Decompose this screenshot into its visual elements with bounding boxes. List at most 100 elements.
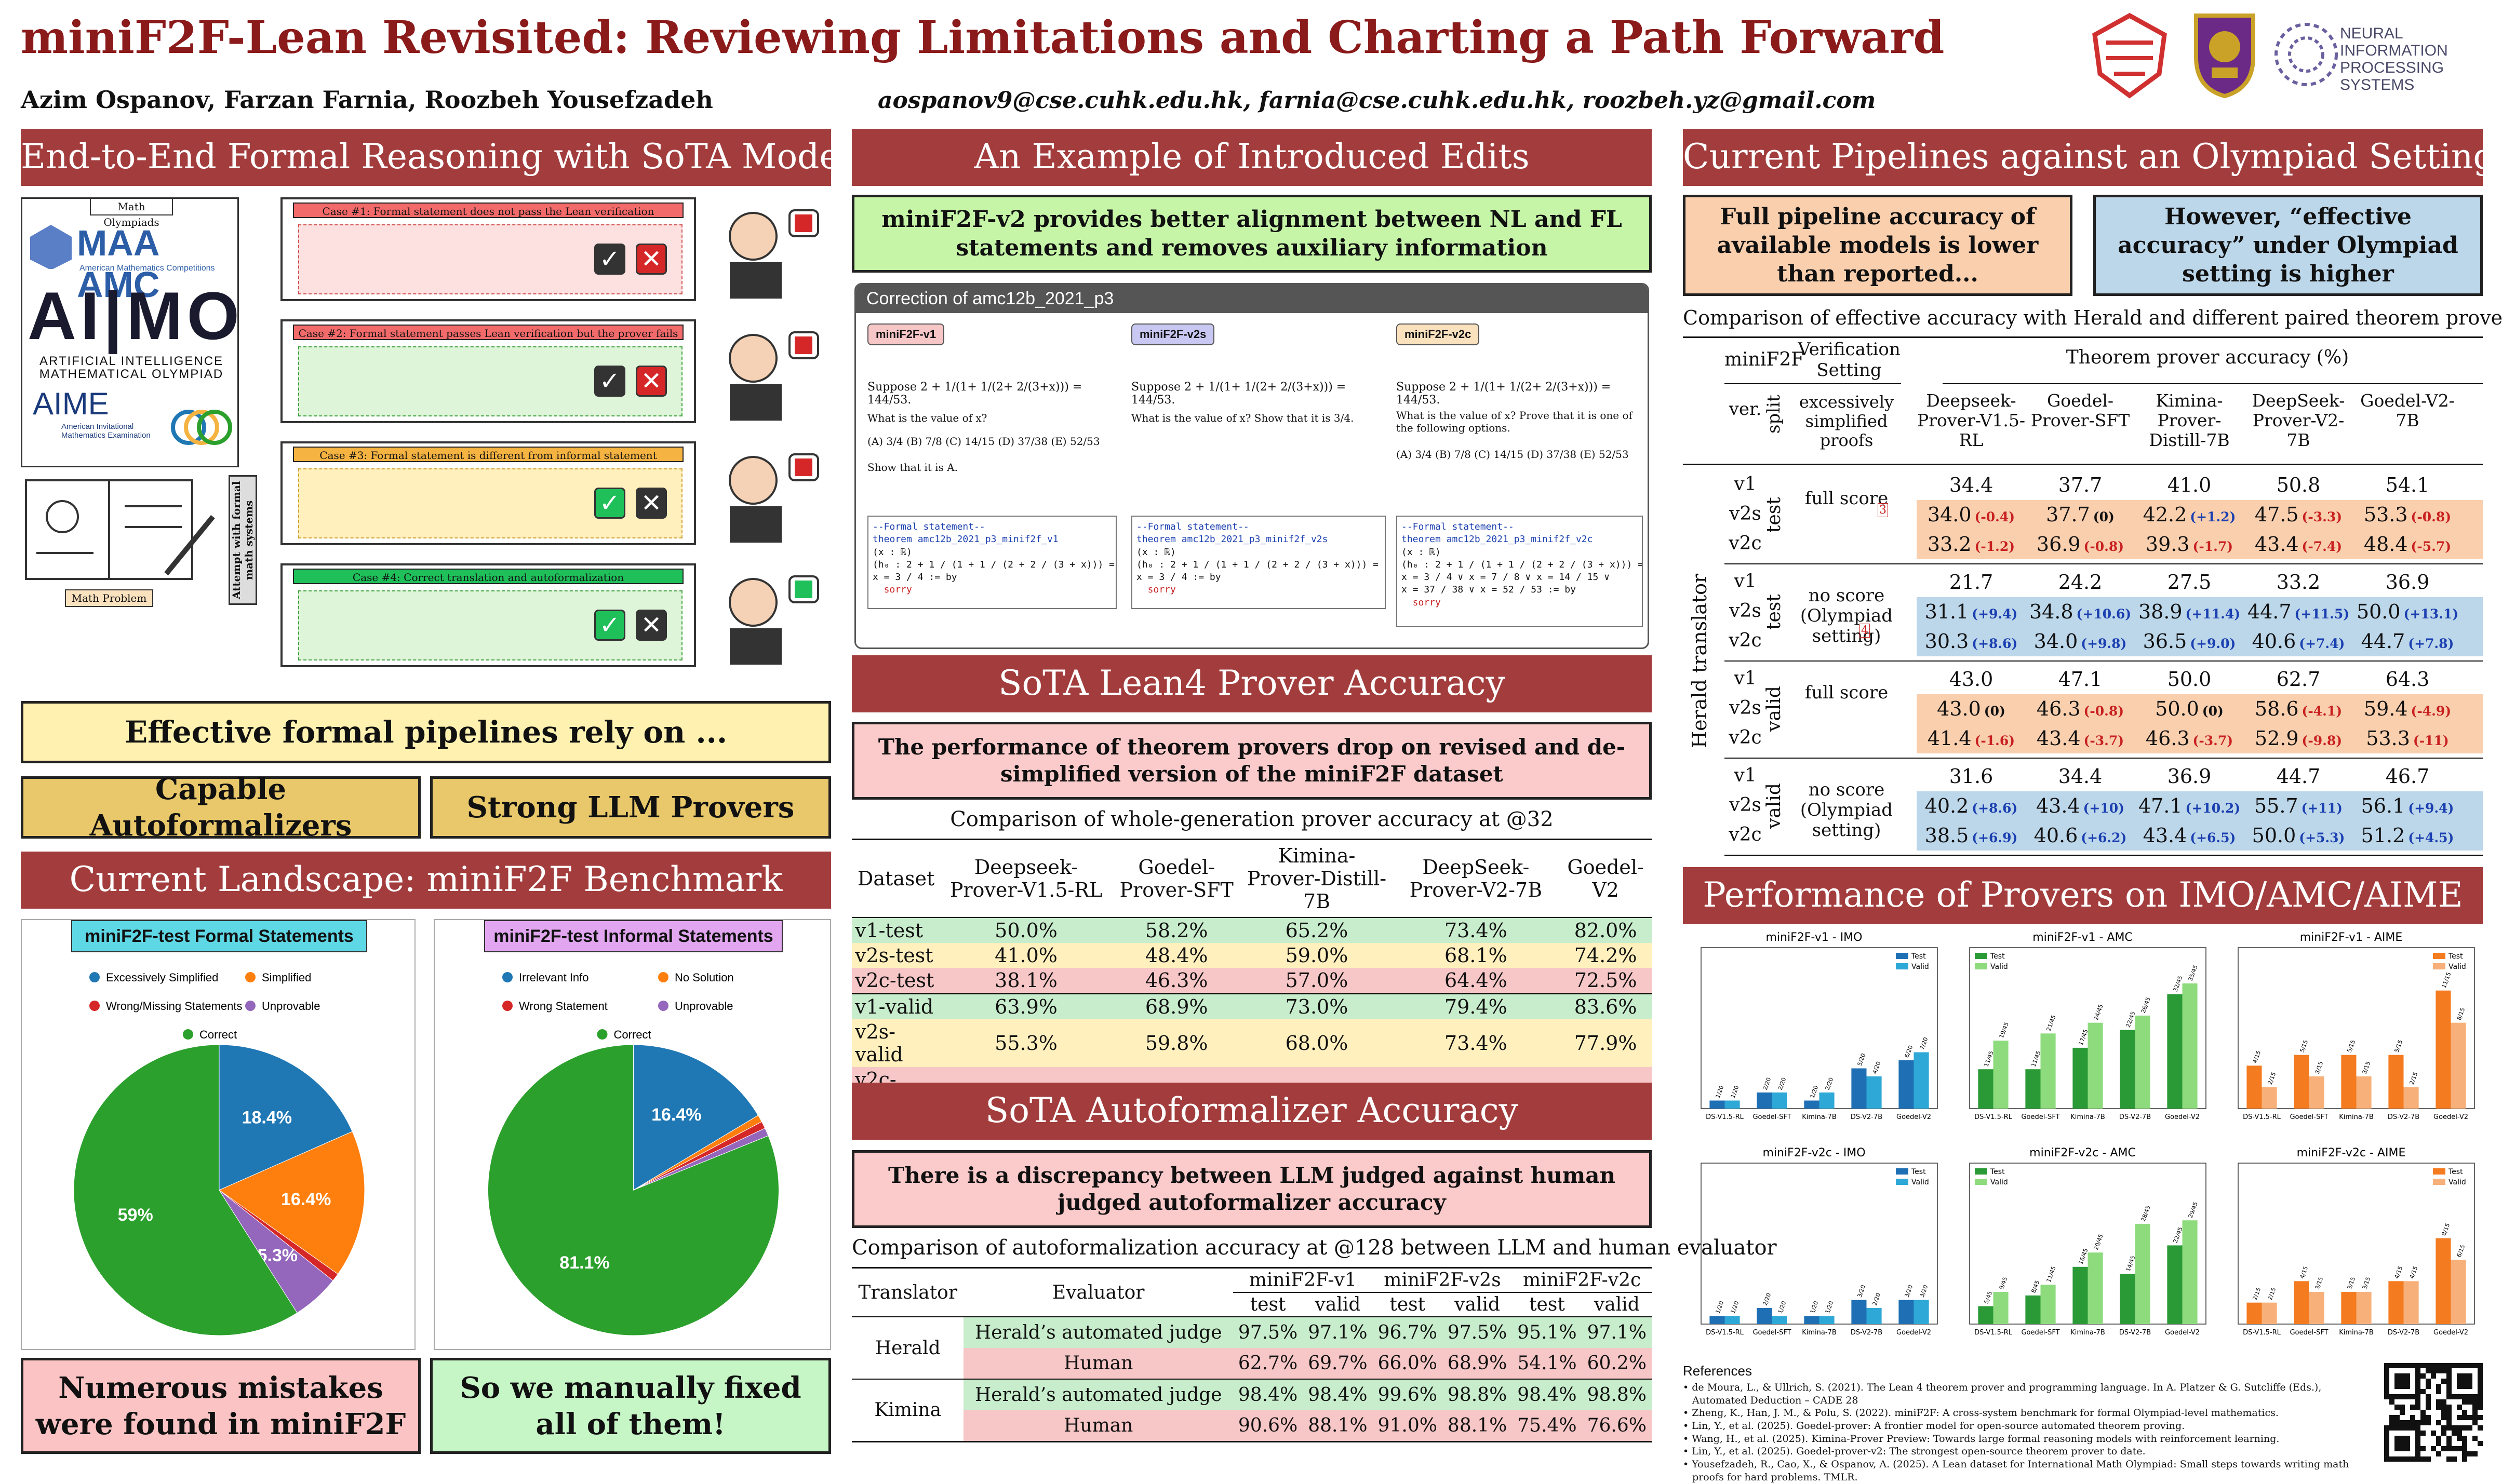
tick-label: Kimina-7B: [2339, 1329, 2374, 1337]
delta-value: (+9.8): [2081, 636, 2127, 651]
authors: Azim Ospanov, Farzan Farnia, Roozbeh You…: [21, 86, 713, 114]
accuracy-cell: 53.3 (-11): [2353, 727, 2462, 750]
accuracy-cell: 47.5 (-3.3): [2244, 503, 2353, 526]
accuracy-cell: 43.4 (+6.5): [2135, 824, 2244, 847]
bar-chart: miniF2F-v1 - AMC11/4519/45DS-V1.5-RL11/4…: [1969, 931, 2206, 1121]
pie-label: 16.4%: [651, 1105, 701, 1125]
tick-label: Goedel-V2: [2165, 1329, 2200, 1337]
autoformalizer-discrepancy-box: There is a discrepancy between LLM judge…: [852, 1150, 1652, 1228]
bar: [2309, 1292, 2324, 1324]
legend-label: Test: [1990, 952, 2005, 961]
section-heading-autoformalizer: SoTA Autoformalizer Accuracy: [852, 1083, 1652, 1140]
bar-label: 5/15: [2299, 1039, 2310, 1054]
amc-logo-icon: [30, 225, 72, 269]
accuracy-value: 36.9: [2385, 571, 2430, 593]
v2-alignment-box: miniF2F-v2 provides better alignment bet…: [852, 195, 1652, 273]
header-cell: miniF2F-v2c: [1512, 1267, 1652, 1293]
legend-label: Test: [1911, 1168, 1926, 1176]
header-cell: test: [1250, 1294, 1286, 1315]
bar-label: 1/20: [1730, 1300, 1741, 1315]
accuracy-cell: 38.9 (+11.4): [2135, 600, 2244, 623]
legend-marker: [502, 972, 513, 982]
accuracy-value: 51.2: [2361, 824, 2405, 847]
tick-label: DS-V2-7B: [2119, 1113, 2151, 1121]
bar-label: 6/15: [2456, 1244, 2467, 1258]
question-v2s: What is the value of x? Show that it is …: [1131, 412, 1354, 424]
accuracy-cell: 36.9: [2135, 765, 2244, 788]
section-heading-pipelines: Current Pipelines against an Olympiad Se…: [1683, 129, 2483, 186]
bar-label: 4/15: [2252, 1050, 2263, 1064]
example-col-v2s: miniF2F-v2s Suppose 2 + 1/(1+ 1/(2+ 2/(3…: [1131, 323, 1386, 645]
accuracy-cell: 34.0 (-0.4): [1917, 503, 2026, 526]
setting-cell: full score: [1804, 682, 1889, 703]
footnote-marker: 4: [1859, 624, 1870, 638]
bar-label: 21/45: [2045, 1014, 2057, 1032]
delta-value: (+11.4): [2185, 606, 2241, 622]
delta-value: (+5.3): [2299, 830, 2345, 845]
table-row: v2s-test 41.0% 48.4% 59.0% 68.1% 74.2%: [852, 942, 1652, 968]
table-cell: v2s-test: [855, 943, 933, 967]
accuracy-cell: 39.3 (-1.7): [2135, 533, 2244, 556]
bar: [2072, 1047, 2088, 1109]
accuracy-value: 43.0: [1949, 668, 1993, 691]
delta-value: (+11.5): [2294, 606, 2350, 622]
delta-value: (-0.8): [2083, 539, 2124, 554]
accuracy-cell: 52.9 (-9.8): [2244, 727, 2353, 750]
bar-chart: miniF2F-v2c - AMC 5/45 9/45 DS-V1.5-RL 8/45 1…: [1969, 1146, 2206, 1337]
delta-value: (-5.7): [2411, 539, 2452, 554]
table-cell: 83.6%: [1574, 995, 1637, 1018]
accuracy-cell: 43.4 (-7.4): [2244, 533, 2353, 556]
delta-value: (-11): [2413, 733, 2449, 748]
accuracy-value: 44.7: [2276, 765, 2321, 788]
section-heading-prover: SoTA Lean4 Prover Accuracy: [852, 655, 1652, 712]
accuracy-cell: 36.9: [2353, 571, 2462, 593]
bar-label: 4/15: [2299, 1265, 2310, 1280]
accuracy-cell: 43.0: [1917, 668, 2026, 691]
accuracy-cell: 31.1 (+9.4): [1917, 600, 2026, 623]
math-problem-label: Math Problem: [65, 589, 153, 607]
accuracy-value: 40.6: [2252, 630, 2296, 653]
accuracy-cell: 37.7: [2026, 474, 2135, 496]
bar: [2294, 1055, 2309, 1109]
bar-label: 2/20: [1777, 1076, 1788, 1091]
table-row: Human 90.6% 88.1% 91.0% 88.1% 75.4% 76.6%: [852, 1410, 1652, 1441]
effective-table: miniF2F Verification Setting Theorem pro…: [1683, 336, 2483, 856]
olympiads-label: Math Olympiads: [90, 198, 173, 228]
legend-label: Correct: [199, 1028, 237, 1041]
olympiads-panel: Math Olympiads MAA AMC American Mathemat…: [21, 197, 239, 467]
code-v1: --Formal statement-- theorem amc12b_2021…: [867, 516, 1117, 609]
accuracy-value: 48.4: [2363, 533, 2408, 556]
delta-value: (-1.2): [1974, 539, 2015, 554]
case-3-check-icon: ✓: [594, 488, 625, 519]
bar-label: 3/20: [1904, 1284, 1915, 1299]
bar-label: 7/20: [1919, 1036, 1930, 1051]
bar-label: 26/45: [2140, 996, 2152, 1014]
table-row: v2c-test 38.1% 46.3% 57.0% 64.4% 72.5%: [852, 967, 1652, 993]
accuracy-value: 53.3: [2363, 503, 2408, 526]
highlight-row: [1917, 500, 2483, 530]
accuracy-cell: 34.4: [1917, 474, 2026, 496]
bar-label: 8/15: [2441, 1222, 2452, 1237]
split-cell: valid: [1763, 686, 1785, 732]
table-cell: 55.3%: [995, 1031, 1058, 1055]
table-cell: 98.4%: [1233, 1379, 1303, 1410]
bar-label: 6/20: [1904, 1044, 1915, 1059]
tick-label: Kimina-7B: [2070, 1329, 2105, 1337]
bar-label: 4/15: [2409, 1265, 2419, 1280]
delta-value: (+7.4): [2299, 636, 2345, 651]
table-cell: 66.0%: [1372, 1348, 1442, 1379]
version-cell: v1: [1734, 474, 1757, 495]
pie-label: 18.4%: [242, 1108, 292, 1127]
delta-value: (+9.4): [1972, 606, 2018, 622]
bar-chart: miniF2F-v2c - IMO 1/20 1/20 DS-V1.5-RL 2/20 1…: [1701, 1146, 1938, 1337]
example-title: Correction of amc12b_2021_p3: [856, 285, 1648, 313]
bar: [1819, 1092, 1835, 1109]
qr-code-icon[interactable]: [2384, 1363, 2483, 1462]
bar-label: 9/45: [1998, 1276, 2009, 1290]
legend-label: Valid: [1911, 963, 1929, 971]
case-1-title: Case #1: Formal statement does not pass …: [293, 203, 684, 218]
legend-label: Correct: [614, 1028, 651, 1041]
version-cell: v2s: [1729, 794, 1761, 816]
bar-label: 2/15: [2409, 1071, 2419, 1086]
bar-label: 3/20: [1919, 1284, 1930, 1299]
